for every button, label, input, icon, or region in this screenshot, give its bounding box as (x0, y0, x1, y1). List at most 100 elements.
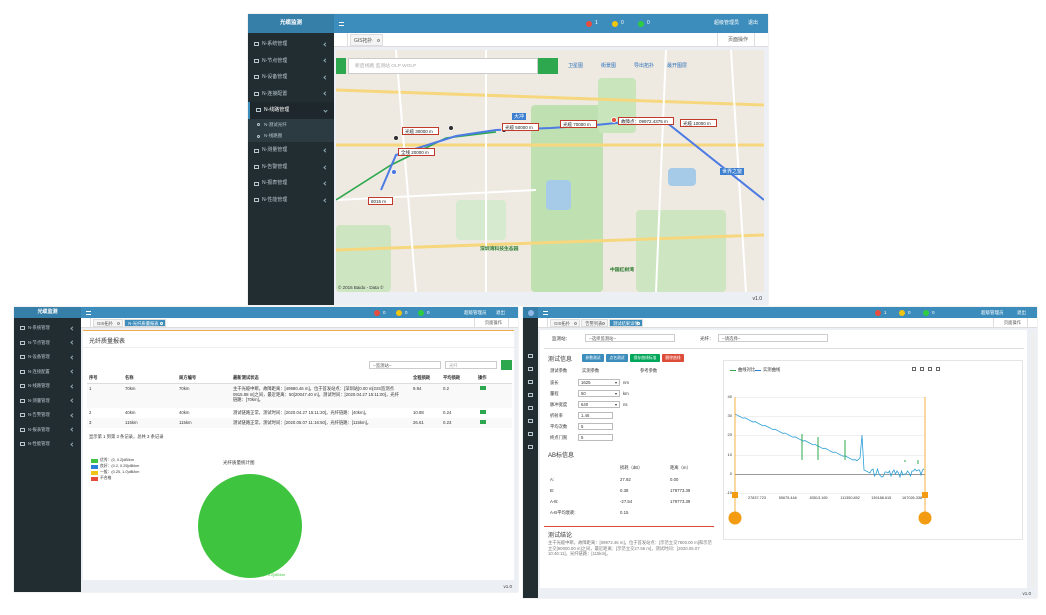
action-button[interactable]: 删除曲线 (662, 354, 684, 362)
page-ops[interactable]: 页面操作 (992, 318, 1025, 328)
menu-item[interactable]: N-告警管理 (248, 159, 334, 176)
submenu-item[interactable]: N-线路图 (248, 130, 334, 143)
alarm-icon[interactable] (923, 309, 929, 316)
page-ops[interactable]: 页面操作 (473, 318, 506, 328)
tab-close[interactable] (636, 322, 640, 325)
menu-item[interactable]: N-测量管理 (14, 394, 81, 409)
tab-close[interactable] (601, 322, 605, 325)
param-input[interactable]: 5 (578, 423, 613, 430)
menu-item[interactable]: N-线路管理 (248, 102, 334, 119)
tab[interactable]: GIS拓扑 (550, 319, 581, 327)
menu-toggle[interactable] (339, 21, 344, 26)
tab-nav-left[interactable] (538, 318, 548, 328)
param-input[interactable]: 50 (578, 390, 620, 397)
row-action[interactable] (480, 420, 486, 424)
param-input[interactable]: 640 (578, 401, 620, 408)
menu-icon[interactable] (528, 432, 533, 436)
menu-toggle[interactable] (543, 310, 548, 315)
menu-item[interactable]: N-设备管理 (248, 69, 334, 86)
tab-close[interactable] (159, 322, 163, 325)
map-tool[interactable]: 街景图 (601, 63, 617, 69)
tab[interactable]: N-光纤质量报表 (124, 319, 166, 327)
menu-item[interactable]: N-节点管理 (248, 53, 334, 70)
alarm-icon[interactable] (418, 309, 424, 316)
tab-nav-left[interactable] (81, 318, 91, 328)
menu-icon[interactable] (528, 367, 533, 371)
row-action[interactable] (480, 410, 486, 414)
menu-icon[interactable] (528, 445, 533, 449)
ab-cursor-handle[interactable] (728, 511, 742, 525)
fiber-input[interactable]: 光纤 (445, 361, 497, 369)
tab-close[interactable] (574, 322, 578, 325)
param-input[interactable]: 5 (578, 434, 613, 441)
tab-close-all[interactable] (1027, 318, 1037, 328)
menu-icon[interactable] (528, 406, 533, 410)
menu-item[interactable]: N-测量管理 (248, 142, 334, 159)
menu-item[interactable]: N-系统管理 (14, 321, 81, 336)
menu-toggle[interactable] (86, 310, 91, 315)
menu-item[interactable]: N-节点管理 (14, 336, 81, 351)
search-button[interactable] (538, 58, 558, 74)
fiber-select[interactable]: --请选择-- (718, 334, 828, 342)
page-ops[interactable]: 页面操作 (716, 33, 752, 47)
menu-arrow (70, 369, 75, 374)
action-button[interactable]: 保存曲线标准 (630, 354, 660, 362)
menu-item[interactable]: N-系统管理 (248, 36, 334, 53)
tab[interactable]: GIS拓扑 (350, 34, 384, 46)
tab-nav-left[interactable] (334, 33, 348, 47)
user-link[interactable]: 超级管理员 (714, 20, 740, 26)
tab-close-all[interactable] (754, 33, 768, 47)
search-button[interactable] (501, 360, 512, 370)
map-back-button[interactable] (336, 58, 346, 74)
alarm-icon[interactable] (374, 309, 380, 316)
map-tool[interactable]: 卫星图 (568, 63, 584, 69)
chart-tool[interactable] (912, 367, 916, 371)
menu-item[interactable]: N-设备管理 (14, 350, 81, 365)
menu-item[interactable]: N-连接配置 (248, 86, 334, 103)
alarm-icon[interactable] (396, 309, 402, 316)
menu-icon[interactable] (528, 393, 533, 397)
menu-item[interactable]: N-连接配置 (14, 365, 81, 380)
search-box[interactable]: 新启线路 监测站 OLP WOLP (348, 58, 538, 74)
map-tool[interactable]: 导出拓扑 (634, 63, 655, 69)
tab[interactable]: 测试结果详情 (608, 319, 643, 327)
station-select[interactable]: --选择监测站-- (585, 334, 675, 342)
menu-item[interactable]: N-告警管理 (14, 408, 81, 423)
ab-cursor-handle[interactable] (918, 511, 932, 525)
tab[interactable]: 告警列表 (581, 319, 608, 327)
alarm-icon[interactable] (875, 309, 881, 316)
menu-icon[interactable] (528, 380, 533, 384)
map-tool[interactable]: 最开图层 (667, 63, 688, 69)
submenu-item[interactable]: N-测试光纤 (248, 118, 334, 131)
alarm-icon[interactable] (899, 309, 905, 316)
user-link[interactable]: 超级管理员 (464, 310, 487, 315)
tab-close-all[interactable] (508, 318, 518, 328)
row-action[interactable] (480, 386, 486, 390)
alarm-icon[interactable] (612, 20, 618, 27)
action-button[interactable]: 点名测试 (606, 354, 628, 362)
menu-item[interactable]: N-线路管理 (14, 379, 81, 394)
menu-item[interactable]: N-报表管理 (248, 175, 334, 192)
menu-icon[interactable] (528, 419, 533, 423)
action-button[interactable]: 参数测试 (582, 354, 604, 362)
tab[interactable]: GIS拓扑 (93, 319, 124, 327)
cable-label-text: 8015 m (371, 199, 387, 204)
user-link[interactable]: 超级管理员 (981, 310, 1004, 315)
menu-item[interactable]: N-报表管理 (14, 423, 81, 438)
param-input[interactable]: 1.46 (578, 412, 613, 419)
param-input[interactable]: 1625 (578, 379, 620, 386)
logout-link[interactable]: 退出 (1017, 310, 1026, 315)
station-select[interactable]: --监测站-- (369, 361, 441, 369)
menu-icon[interactable] (528, 354, 533, 358)
logout-link[interactable]: 退出 (748, 20, 759, 26)
chart-tool[interactable] (920, 367, 924, 371)
menu-item[interactable]: N-性能管理 (248, 192, 334, 209)
alarm-icon[interactable] (638, 20, 644, 27)
menu-item[interactable]: N-性能管理 (14, 437, 81, 452)
chart-tool[interactable] (928, 367, 932, 371)
chart-tool[interactable] (936, 367, 940, 371)
logout-link[interactable]: 退出 (496, 310, 505, 315)
alarm-icon[interactable] (586, 20, 592, 27)
tab-close[interactable] (377, 39, 381, 42)
tab-close[interactable] (117, 322, 121, 325)
